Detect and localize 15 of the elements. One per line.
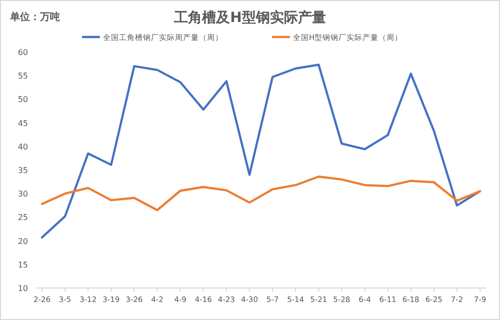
y-tick-label: 30 [18,190,28,199]
chart-title: 工角槽及H型钢实际产量 [173,9,326,26]
line-series [40,64,482,239]
line-series [40,176,482,212]
y-tick-label: 40 [18,142,28,152]
y-tick-label: 10 [18,284,28,293]
y-tick-label: 15 [18,260,28,270]
y-tick-label: 50 [18,95,28,104]
y-tick-label: 20 [18,236,28,246]
y-tick-label: 35 [18,166,28,175]
y-tick-label: 60 [18,48,28,57]
y-tick-label: 25 [18,213,28,222]
text: 单位：万吨 [9,11,60,23]
y-tick-label: 45 [18,118,28,128]
y-tick-label: 55 [18,72,28,81]
